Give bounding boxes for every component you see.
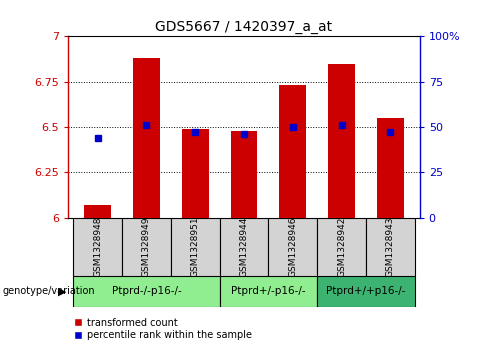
Bar	[328, 64, 355, 218]
Text: GSM1328948: GSM1328948	[93, 217, 102, 277]
Bar	[182, 129, 209, 218]
Text: GSM1328943: GSM1328943	[386, 217, 395, 277]
Text: GSM1328946: GSM1328946	[288, 217, 297, 277]
FancyBboxPatch shape	[122, 218, 171, 276]
Title: GDS5667 / 1420397_a_at: GDS5667 / 1420397_a_at	[156, 20, 332, 34]
Text: GSM1328951: GSM1328951	[191, 216, 200, 277]
Text: GSM1328949: GSM1328949	[142, 217, 151, 277]
Text: Ptprd-/-p16-/-: Ptprd-/-p16-/-	[112, 286, 181, 296]
FancyBboxPatch shape	[366, 218, 415, 276]
Text: Ptprd+/-p16-/-: Ptprd+/-p16-/-	[231, 286, 305, 296]
FancyBboxPatch shape	[268, 218, 317, 276]
FancyBboxPatch shape	[220, 218, 268, 276]
Text: ▶: ▶	[58, 286, 67, 297]
FancyBboxPatch shape	[317, 218, 366, 276]
FancyBboxPatch shape	[73, 218, 122, 276]
FancyBboxPatch shape	[171, 218, 220, 276]
Text: Ptprd+/+p16-/-: Ptprd+/+p16-/-	[326, 286, 406, 296]
Text: genotype/variation: genotype/variation	[2, 286, 95, 297]
Legend: transformed count, percentile rank within the sample: transformed count, percentile rank withi…	[73, 317, 253, 342]
FancyBboxPatch shape	[317, 276, 415, 307]
Text: GSM1328944: GSM1328944	[240, 217, 248, 277]
FancyBboxPatch shape	[73, 276, 220, 307]
Bar	[377, 118, 404, 218]
Text: GSM1328942: GSM1328942	[337, 217, 346, 277]
FancyBboxPatch shape	[220, 276, 317, 307]
Bar	[84, 205, 111, 218]
Bar	[231, 131, 258, 218]
Bar	[133, 58, 160, 218]
Bar	[280, 85, 306, 218]
